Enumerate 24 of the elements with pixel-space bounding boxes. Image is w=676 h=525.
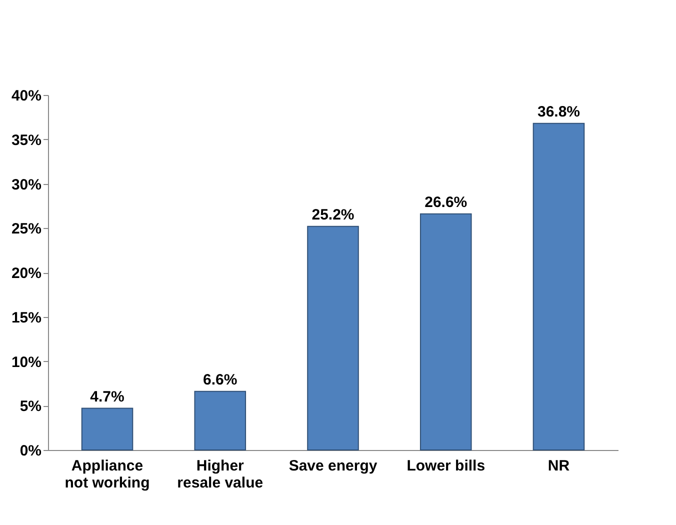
data-label: 26.6% [424,194,468,211]
y-tick-label: 40% [11,88,42,104]
bar [194,390,246,450]
data-label: 6.6% [203,371,238,388]
x-tick-label: NR [548,458,570,474]
x-tick-label: Lower bills [406,458,486,474]
y-tick-label: 25% [11,220,42,238]
x-tick-label: Save energy [288,458,378,474]
y-tick-label: 30% [11,176,42,194]
x-tick-label: Higher resale value [177,458,264,492]
data-label: 25.2% [312,206,354,224]
data-label: 4.7% [90,388,124,406]
y-tick-label: 20% [11,265,42,282]
bar [307,226,359,450]
data-label: 36.8% [537,103,580,120]
y-tick-label: 5% [20,398,42,416]
bar [532,122,585,450]
y-tick-label: 15% [11,309,42,326]
y-tick-label: 35% [11,132,42,149]
y-tick-label: 10% [11,354,42,371]
bar [420,213,472,450]
y-tick-label: 0% [20,442,42,460]
x-tick-label: Appliance not working [64,458,150,492]
bar [81,408,134,450]
